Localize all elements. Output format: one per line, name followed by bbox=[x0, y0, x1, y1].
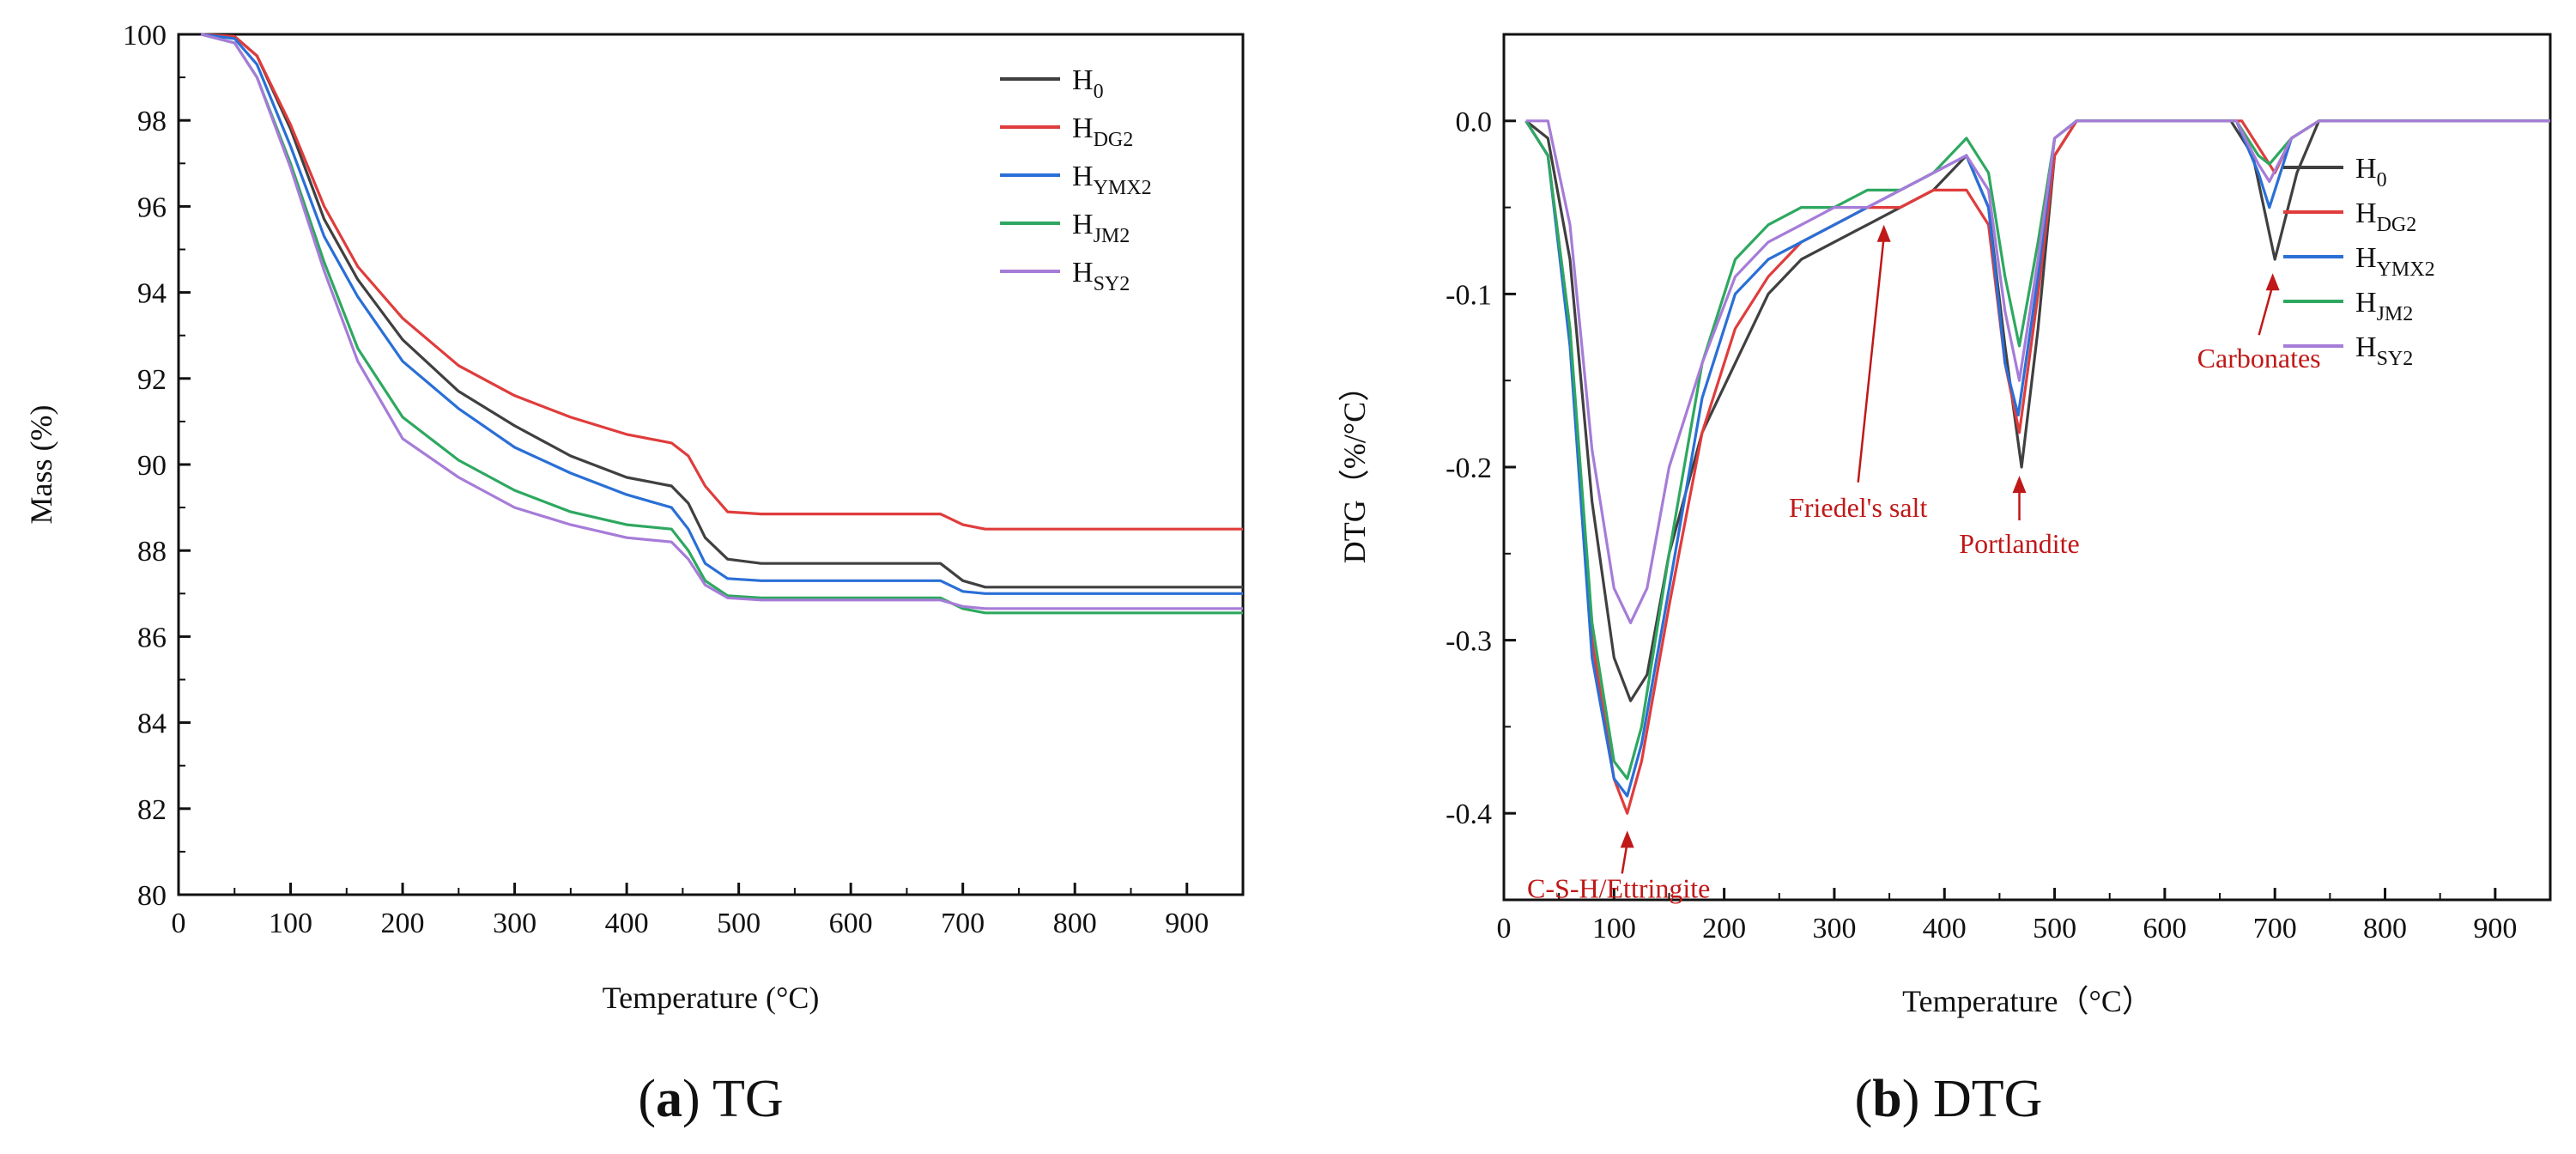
tg-xtick-label: 500 bbox=[717, 908, 761, 939]
dtg-plot-frame bbox=[1502, 33, 2552, 902]
tg-ytick-label: 98 bbox=[137, 106, 167, 137]
dtg-legend-label-h0: H0 bbox=[2355, 153, 2387, 191]
caption-b-text: DTG bbox=[1919, 1070, 2042, 1128]
tg-ytick-label: 84 bbox=[137, 708, 167, 740]
tg-xtick-label: 300 bbox=[493, 908, 536, 939]
dtg-legend-label-hsy2: HSY2 bbox=[2355, 331, 2413, 370]
tg-xtick-label: 900 bbox=[1165, 908, 1209, 939]
dtg-series-h0 bbox=[1524, 119, 2550, 702]
tg-ytick-label: 82 bbox=[137, 794, 167, 826]
tg-ytick-label: 96 bbox=[137, 191, 167, 223]
caption-a-letter: a bbox=[656, 1070, 682, 1128]
dtg-ylabel: DTG（%/°C） bbox=[1337, 371, 1372, 563]
dtg-series-group bbox=[1524, 119, 2550, 815]
annotation-arrow-line bbox=[1857, 236, 1885, 483]
tg-chart: 0 100 200 300 400 500 600 700 800 900 80 82 84 86 88 90… bbox=[24, 20, 1245, 1128]
dtg-xtick-label: 600 bbox=[2143, 913, 2186, 944]
annotation-label: C-S-H/Ettringite bbox=[1527, 872, 1710, 903]
annotation-label: Carbonates bbox=[2197, 343, 2321, 374]
dtg-legend-label-hdg2: HDG2 bbox=[2355, 197, 2416, 236]
tg-xlabel: Temperature (°C) bbox=[603, 981, 820, 1015]
tg-series-hymx2 bbox=[200, 33, 1243, 595]
tg-legend-label-hymx2: HYMX2 bbox=[1072, 161, 1152, 199]
tg-legend-label-hdg2: HDG2 bbox=[1072, 112, 1133, 151]
annotation-label: Friedel's salt bbox=[1789, 492, 1927, 523]
tg-series-hsy2 bbox=[200, 33, 1243, 610]
tg-series-hdg2 bbox=[200, 33, 1243, 531]
tg-ytick-label: 90 bbox=[137, 450, 167, 482]
tg-ytick-label: 88 bbox=[137, 536, 167, 568]
dtg-legend: H0 HDG2 HYMX2 HJM2 HSY2 bbox=[2283, 153, 2435, 370]
dtg-xtick-label: 400 bbox=[1923, 913, 1967, 944]
caption-b-letter: b bbox=[1872, 1070, 1901, 1128]
tg-ytick-label: 86 bbox=[137, 622, 167, 653]
dtg-annotations: C-S-H/Ettringite Friedel's salt Portlandit… bbox=[1527, 224, 2321, 903]
tg-legend-label-hsy2: HSY2 bbox=[1072, 257, 1130, 295]
dtg-ytick-label: -0.1 bbox=[1446, 279, 1492, 311]
dtg-xtick-label: 300 bbox=[1812, 913, 1856, 944]
tg-xtick-label: 400 bbox=[605, 908, 649, 939]
tg-legend-label-hjm2: HJM2 bbox=[1072, 209, 1130, 247]
tg-xtick-label: 100 bbox=[269, 908, 312, 939]
dtg-ticks: 0 100 200 300 400 500 600 700 800 900 -0.4 -0.3 -0.2… bbox=[1446, 106, 2517, 944]
dtg-xlabel: Temperature（°C） bbox=[1902, 984, 2153, 1018]
tg-ytick-label: 94 bbox=[137, 278, 167, 310]
annotation-label: Portlandite bbox=[1959, 528, 2079, 559]
dtg-xtick-label: 200 bbox=[1702, 913, 1746, 944]
tg-xtick-label: 700 bbox=[941, 908, 985, 939]
tg-ytick-label: 100 bbox=[123, 20, 167, 52]
tg-series-h0 bbox=[200, 33, 1243, 589]
dtg-legend-label-hjm2: HJM2 bbox=[2355, 287, 2413, 325]
dtg-xtick-label: 100 bbox=[1592, 913, 1636, 944]
dtg-ytick-label: 0.0 bbox=[1456, 106, 1493, 138]
dtg-ytick-label: -0.4 bbox=[1446, 799, 1492, 830]
dtg-xtick-label: 500 bbox=[2033, 913, 2076, 944]
tg-xtick-label: 600 bbox=[829, 908, 873, 939]
tg-ylabel: Mass (%) bbox=[24, 405, 58, 525]
dtg-xtick-label: 900 bbox=[2473, 913, 2517, 944]
dtg-xtick-label: 800 bbox=[2363, 913, 2407, 944]
dtg-ytick-label: -0.3 bbox=[1446, 626, 1492, 658]
dtg-series-hsy2 bbox=[1525, 119, 2550, 625]
tg-legend: H0 HDG2 HYMX2 HJM2 HSY2 bbox=[1000, 64, 1152, 295]
annotation-arrow-line bbox=[2258, 284, 2274, 336]
tg-series-group bbox=[200, 33, 1243, 615]
annotation-arrowhead bbox=[1620, 830, 1634, 848]
dtg-series-hdg2 bbox=[1524, 119, 2550, 815]
tg-ytick-label: 92 bbox=[137, 364, 167, 396]
tg-xtick-label: 0 bbox=[172, 908, 186, 939]
caption-b: (b) DTG bbox=[1855, 1070, 2043, 1128]
dtg-xtick-label: 700 bbox=[2253, 913, 2297, 944]
dtg-ytick-label: -0.2 bbox=[1446, 452, 1492, 484]
dtg-xtick-label: 0 bbox=[1497, 913, 1512, 944]
tg-legend-label-h0: H0 bbox=[1072, 64, 1104, 103]
annotation-arrowhead bbox=[2265, 273, 2280, 291]
tg-xtick-label: 800 bbox=[1053, 908, 1097, 939]
tg-ytick-label: 80 bbox=[137, 880, 167, 912]
dtg-legend-label-hymx2: HYMX2 bbox=[2355, 242, 2435, 281]
dtg-chart: 0 100 200 300 400 500 600 700 800 900 -0.4 -0.3 -0.2… bbox=[1337, 33, 2552, 1128]
annotation-arrowhead bbox=[2012, 476, 2027, 494]
caption-a-text: TG bbox=[700, 1070, 784, 1128]
tg-xtick-label: 200 bbox=[381, 908, 425, 939]
annotation-arrowhead bbox=[1876, 224, 1891, 242]
tg-ticks: 0 100 200 300 400 500 600 700 800 900 80 82 84 86 88 90… bbox=[123, 20, 1209, 939]
caption-a: (a) TG bbox=[638, 1070, 783, 1128]
